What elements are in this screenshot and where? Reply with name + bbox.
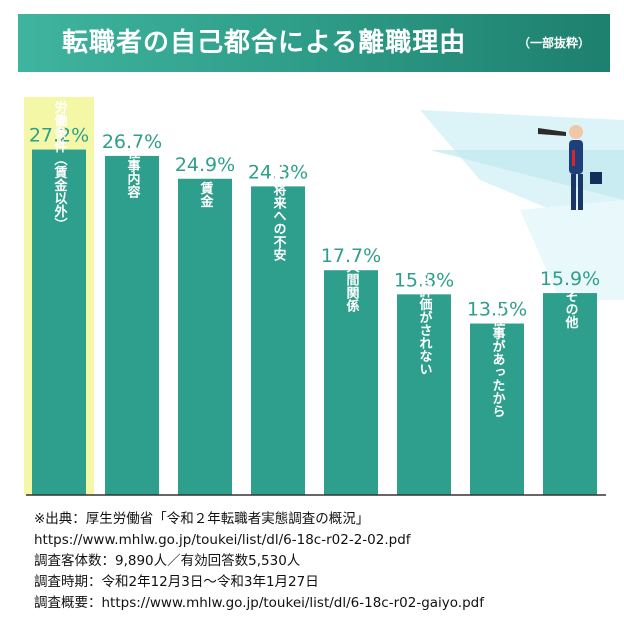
category-label-7: その他: [563, 290, 580, 330]
footnote-overview-url: 調査概要：https://www.mhlw.go.jp/toukei/list/…: [34, 595, 484, 611]
value-label-7: 15.9%: [540, 268, 600, 290]
value-label-0: 27.2%: [29, 125, 89, 147]
bar-6: [470, 323, 524, 495]
value-label-3: 24.3%: [248, 161, 308, 183]
footnote-source: ※出典：厚生労働省「令和２年転職者実態調査の概況」: [34, 511, 370, 527]
bar-1: [105, 155, 159, 495]
value-label-5: 15.8%: [394, 269, 454, 291]
bar-chart: 27.2%労働条件（賃金以外） 26.7%仕事内容 24.9% 賃金 24.3%会社の将…: [24, 97, 624, 496]
bar-7: [543, 293, 597, 495]
title-banner: [18, 14, 610, 72]
category-label-1: 仕事内容: [125, 145, 142, 199]
value-label-4: 17.7%: [321, 245, 381, 267]
category-label-2: 賃金: [198, 181, 215, 209]
category-label-4: 人間関係: [344, 260, 360, 314]
footnotes: ※出典：厚生労働省「令和２年転職者実態調査の概況」 https://www.mh…: [34, 509, 614, 614]
person-figure-icon: [538, 125, 602, 210]
value-label-2: 24.9%: [175, 154, 235, 176]
bar-2: [178, 178, 232, 495]
decor-cliff: [520, 200, 624, 300]
chart-title-note: （一部抜粋）: [518, 36, 591, 50]
bar-0: [32, 149, 86, 495]
footnote-source-url: https://www.mhlw.go.jp/toukei/list/dl/6-…: [34, 532, 411, 548]
chart-title: 転職者の自己都合による離職理由: [62, 28, 467, 58]
bar-3: [251, 186, 305, 495]
value-label-6: 13.5%: [467, 299, 527, 321]
category-label-6: 他によい仕事があったから: [490, 261, 507, 418]
value-label-1: 26.7%: [102, 131, 162, 153]
bar-5: [397, 294, 451, 495]
footnote-sample-size: 調査客体数：9,890人／有効回答数5,530人: [34, 553, 301, 569]
businessman-illustration: [420, 110, 624, 300]
category-label-5: 正当な評価がされない: [417, 245, 434, 375]
category-label-3: 会社の将来への不安: [271, 143, 288, 262]
footnote-survey-period: 調査時期：令和2年12月3日～令和3年1月27日: [34, 574, 319, 590]
bar-4: [324, 270, 378, 495]
category-label-0: 労働条件（賃金以外）: [52, 100, 69, 231]
